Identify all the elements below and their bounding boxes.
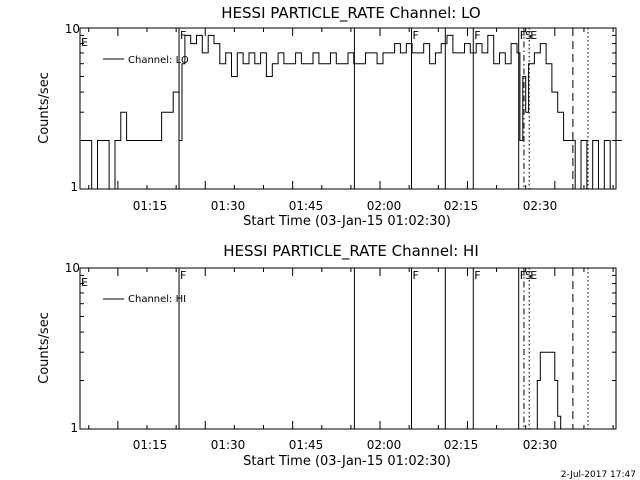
x-axis-label-lo: Start Time (03-Jan-15 01:02:30) — [243, 214, 451, 229]
x-tick-label-lo-2: 01:45 — [289, 199, 324, 213]
event-flag: F — [180, 29, 186, 42]
x-ticks-1 — [80, 268, 616, 429]
x-tick-label-lo-0: 01:15 — [133, 199, 168, 213]
event-flag: S — [525, 29, 532, 42]
event-flag: F — [474, 29, 480, 42]
x-ticks-0 — [80, 28, 616, 189]
x-axis-label-hi: Start Time (03-Jan-15 01:02:30) — [243, 454, 451, 469]
panel-hi: HESSI PARTICLE_RATE Channel: HI Counts/s… — [37, 242, 617, 469]
event-flag: F — [474, 269, 480, 282]
plot-frame-0 — [79, 27, 617, 190]
y-axis-label-hi: Counts/sec — [37, 312, 52, 384]
y-tick-label-hi-bottom: 1 — [70, 421, 78, 435]
event-flag: F — [413, 269, 419, 282]
x-tick-label-lo-4: 02:15 — [444, 199, 479, 213]
x-tick-label-lo-1: 01:30 — [211, 199, 246, 213]
chart-title-lo: HESSI PARTICLE_RATE Channel: LO — [221, 4, 480, 23]
event-flag: F — [520, 269, 526, 282]
x-tick-label-hi-5: 02:30 — [523, 438, 558, 452]
y-tick-label-hi-top: 10 — [65, 261, 80, 275]
panel-lo: HESSI PARTICLE_RATE Channel: LO Counts/s… — [37, 4, 622, 229]
y-tick-label-lo-top: 10 — [65, 22, 80, 36]
chart-title-hi: HESSI PARTICLE_RATE Channel: HI — [223, 242, 479, 261]
event-flag: F — [520, 29, 526, 42]
event-flag: S — [525, 269, 532, 282]
plot-frame-1 — [79, 267, 617, 430]
x-tick-label-lo-3: 02:00 — [367, 199, 402, 213]
legend-label-hi: Channel: HI — [128, 294, 186, 305]
event-flag: F — [180, 269, 186, 282]
x-tick-label-hi-4: 02:15 — [444, 438, 479, 452]
x-tick-label-hi-0: 01:15 — [133, 438, 168, 452]
y-tick-label-lo-bottom: 1 — [70, 180, 78, 194]
x-tick-label-hi-2: 01:45 — [289, 438, 324, 452]
event-flag: E — [530, 29, 537, 42]
legend-label-lo: Channel: LO — [128, 55, 189, 66]
event-flag: E — [530, 269, 537, 282]
series-line-0-0 — [80, 34, 622, 190]
left-flag-lo: E — [81, 36, 88, 49]
event-flag: F — [413, 29, 419, 42]
left-flag-hi: E — [81, 276, 88, 289]
x-tick-label-lo-5: 02:30 — [523, 199, 558, 213]
series-line-1-0 — [534, 351, 567, 430]
x-tick-label-hi-1: 01:30 — [211, 438, 246, 452]
footer-timestamp: 2-Jul-2017 17:47 — [561, 470, 636, 480]
x-tick-label-hi-3: 02:00 — [367, 438, 402, 452]
y-axis-label-lo: Counts/sec — [37, 72, 52, 144]
